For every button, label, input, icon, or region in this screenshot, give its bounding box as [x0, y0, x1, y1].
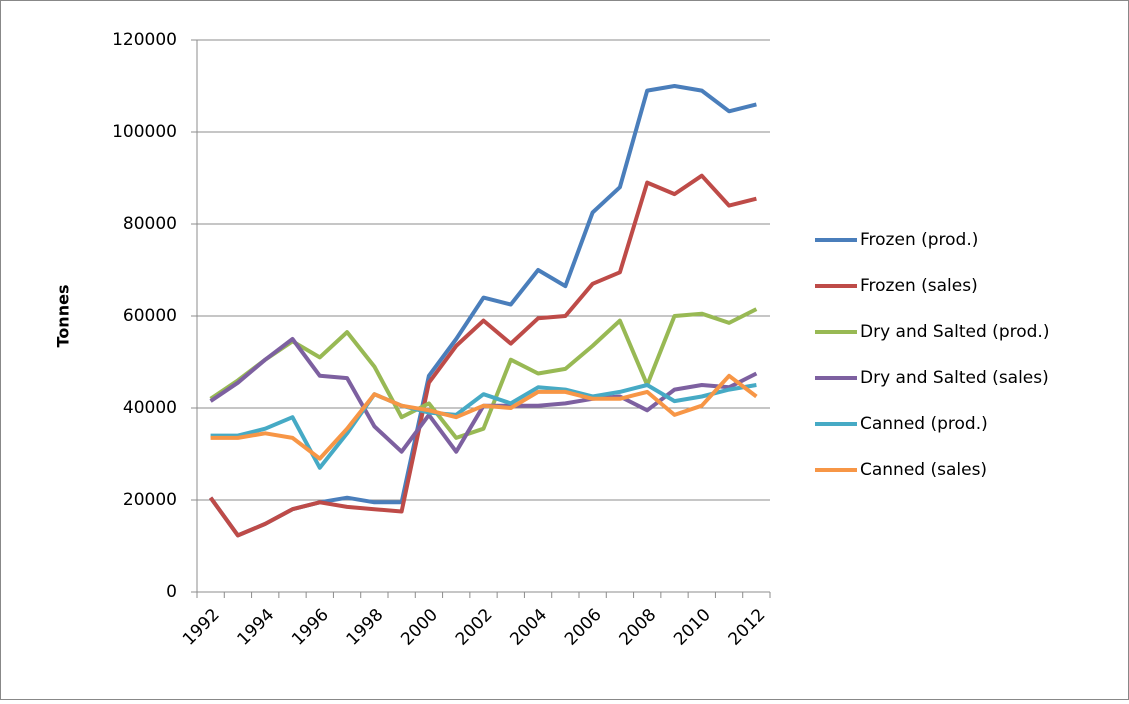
y-tick-label: 120000: [112, 30, 177, 50]
y-tick-label: 0: [166, 582, 177, 602]
y-tick-label: 40000: [123, 398, 177, 418]
legend-label: Dry and Salted (sales): [860, 368, 1049, 388]
legend-label: Frozen (sales): [860, 276, 978, 296]
line: [210, 383, 757, 470]
y-tick-label: 100000: [112, 122, 177, 142]
line: [209, 307, 758, 440]
y-tick-label: 80000: [123, 214, 177, 234]
y-axis-label: Tonnes: [54, 285, 73, 348]
legend-label: Frozen (prod.): [860, 230, 978, 250]
legend-label: Dry and Salted (prod.): [860, 322, 1049, 342]
y-tick-label: 60000: [123, 306, 177, 326]
legend-label: Canned (sales): [860, 460, 987, 480]
line: [208, 173, 757, 538]
line: [210, 373, 758, 461]
legend-label: Canned (prod.): [860, 414, 988, 434]
y-tick-label: 20000: [123, 490, 177, 510]
